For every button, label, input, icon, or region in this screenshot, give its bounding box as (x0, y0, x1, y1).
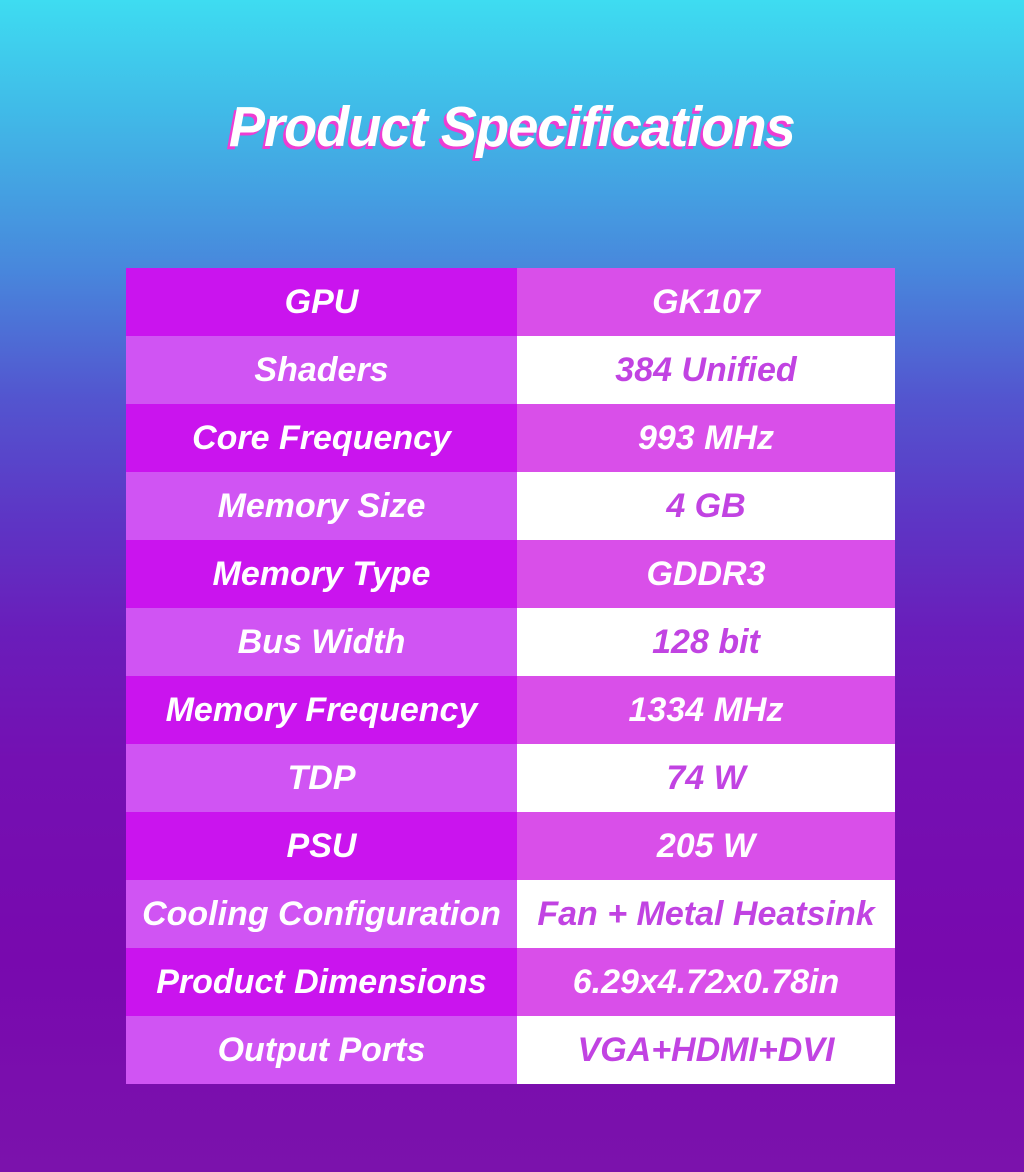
table-row: Output Ports VGA+HDMI+DVI (126, 1016, 895, 1084)
spec-value: Fan + Metal Heatsink (517, 880, 895, 948)
spec-label: Memory Size (126, 472, 517, 540)
spec-value: 205 W (517, 812, 895, 880)
spec-label: PSU (126, 812, 517, 880)
spec-value: 128 bit (517, 608, 895, 676)
table-row: Memory Type GDDR3 (126, 540, 895, 608)
spec-value: GDDR3 (517, 540, 895, 608)
spec-label: TDP (126, 744, 517, 812)
table-row: Product Dimensions 6.29x4.72x0.78in (126, 948, 895, 1016)
table-row: Memory Frequency 1334 MHz (126, 676, 895, 744)
table-row: Memory Size 4 GB (126, 472, 895, 540)
spec-value: 6.29x4.72x0.78in (517, 948, 895, 1016)
table-row: PSU 205 W (126, 812, 895, 880)
spec-value: 74 W (517, 744, 895, 812)
page-title: Product Specifications (229, 95, 796, 159)
title-bar: Product Specifications (0, 94, 1024, 160)
spec-label: Memory Frequency (126, 676, 517, 744)
spec-value: 384 Unified (517, 336, 895, 404)
spec-label: Core Frequency (126, 404, 517, 472)
table-row: Cooling Configuration Fan + Metal Heatsi… (126, 880, 895, 948)
spec-label: Output Ports (126, 1016, 517, 1084)
spec-label: Product Dimensions (126, 948, 517, 1016)
table-row: Bus Width 128 bit (126, 608, 895, 676)
spec-value: GK107 (517, 268, 895, 336)
table-row: GPU GK107 (126, 268, 895, 336)
spec-value: 1334 MHz (517, 676, 895, 744)
spec-label: GPU (126, 268, 517, 336)
table-row: Shaders 384 Unified (126, 336, 895, 404)
spec-label: Cooling Configuration (126, 880, 517, 948)
spec-table: GPU GK107 Shaders 384 Unified Core Frequ… (126, 268, 895, 1084)
spec-value: 4 GB (517, 472, 895, 540)
table-row: TDP 74 W (126, 744, 895, 812)
spec-label: Bus Width (126, 608, 517, 676)
spec-label: Memory Type (126, 540, 517, 608)
spec-value: 993 MHz (517, 404, 895, 472)
spec-label: Shaders (126, 336, 517, 404)
table-row: Core Frequency 993 MHz (126, 404, 895, 472)
spec-value: VGA+HDMI+DVI (517, 1016, 895, 1084)
